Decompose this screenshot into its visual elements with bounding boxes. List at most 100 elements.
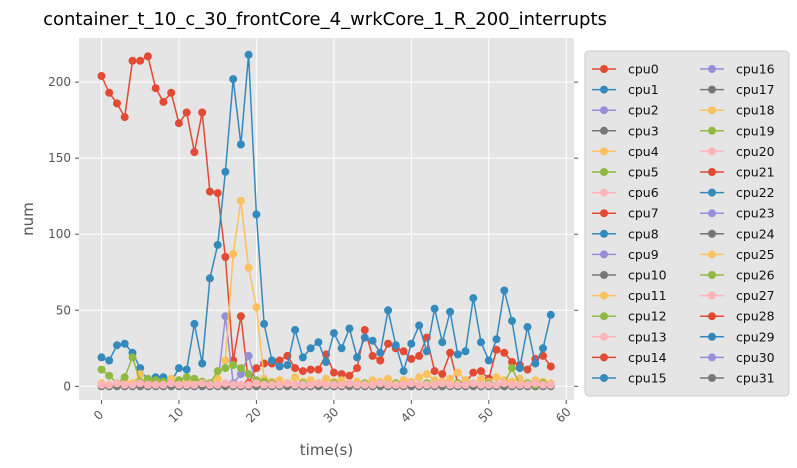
data-point <box>198 359 207 368</box>
legend-marker <box>708 65 716 73</box>
data-point <box>275 380 284 389</box>
legend-label: cpu27 <box>736 288 775 303</box>
data-point <box>477 367 485 376</box>
data-point <box>213 374 222 383</box>
legend-marker <box>708 126 716 135</box>
data-point <box>422 370 431 379</box>
legend-item-cpu2: cpu2 <box>592 103 659 118</box>
legend-label: cpu3 <box>628 123 659 138</box>
legend-item-cpu15: cpu15 <box>592 371 667 386</box>
data-point <box>298 353 307 362</box>
legend-label: cpu11 <box>628 288 667 303</box>
data-point <box>446 374 455 383</box>
data-point <box>229 380 238 389</box>
data-point <box>167 88 176 97</box>
data-point <box>438 370 447 379</box>
data-point <box>337 344 346 353</box>
legend-label: cpu30 <box>736 350 775 365</box>
data-point <box>360 333 369 342</box>
data-point <box>190 374 199 383</box>
legend-marker <box>600 147 608 156</box>
data-point <box>291 364 300 373</box>
data-point <box>322 374 331 383</box>
legend-item-cpu4: cpu4 <box>592 144 659 159</box>
data-point <box>546 380 555 389</box>
data-point <box>236 364 245 373</box>
data-point <box>260 359 269 368</box>
data-point <box>252 364 261 373</box>
data-point <box>446 307 455 316</box>
legend-label: cpu23 <box>736 206 775 221</box>
legend-label: cpu2 <box>628 103 659 118</box>
data-point <box>97 353 106 362</box>
series-cpu6 <box>97 379 555 389</box>
data-point <box>190 319 199 328</box>
data-point <box>221 167 230 176</box>
data-point <box>267 356 276 365</box>
data-point <box>260 380 269 389</box>
data-point <box>492 335 501 344</box>
data-point <box>198 108 207 117</box>
data-point <box>322 380 331 389</box>
data-point <box>244 263 253 272</box>
legend-marker <box>708 209 716 218</box>
data-point <box>113 99 121 108</box>
legend-label: cpu19 <box>736 123 775 138</box>
legend-marker <box>708 147 716 156</box>
legend-item-cpu14: cpu14 <box>592 350 667 365</box>
data-point <box>523 323 532 331</box>
data-point <box>368 336 377 345</box>
legend-marker <box>600 332 608 341</box>
data-point <box>291 380 300 389</box>
data-point <box>415 373 424 382</box>
legend-marker <box>600 126 608 135</box>
data-point <box>306 365 315 374</box>
x-tick-label: 10 <box>166 405 187 426</box>
data-point <box>322 358 331 366</box>
data-point <box>120 373 129 382</box>
series-group <box>97 50 555 391</box>
data-point <box>539 380 547 389</box>
data-point <box>508 380 516 389</box>
y-axis-label: num <box>19 202 37 236</box>
legend-label: cpu24 <box>736 226 775 241</box>
data-point <box>275 356 284 365</box>
data-point <box>252 303 261 312</box>
data-point <box>174 364 183 373</box>
data-point <box>105 88 114 97</box>
data-point <box>236 380 245 389</box>
data-point <box>376 348 385 357</box>
legend-item-cpu11: cpu11 <box>592 288 667 303</box>
legend-marker <box>600 188 608 197</box>
data-point <box>159 380 168 389</box>
data-point <box>453 368 462 377</box>
data-point <box>407 379 416 388</box>
data-point <box>213 189 222 198</box>
data-point <box>182 373 191 382</box>
legend-label: cpu1 <box>628 82 659 97</box>
legend-marker <box>708 312 716 321</box>
data-point <box>291 373 300 382</box>
data-point <box>492 373 501 382</box>
legend-marker <box>708 168 716 176</box>
data-point <box>453 380 462 389</box>
x-axis-label: time(s) <box>300 441 353 459</box>
legend-label: cpu29 <box>736 329 775 344</box>
legend-item-cpu24: cpu24 <box>700 226 775 241</box>
data-point <box>275 362 284 371</box>
data-point <box>368 351 377 360</box>
data-point <box>508 364 516 373</box>
legend-item-cpu22: cpu22 <box>700 185 775 200</box>
data-point <box>213 380 222 389</box>
data-point <box>182 108 191 117</box>
data-point <box>477 338 485 347</box>
legend-label: cpu7 <box>628 206 659 221</box>
chart-title: container_t_10_c_30_frontCore_4_wrkCore_… <box>43 9 607 30</box>
legend-marker <box>600 291 608 300</box>
y-axis: 0 50 100 150 200 <box>48 75 578 393</box>
data-point <box>368 380 377 389</box>
data-point <box>105 371 114 380</box>
legend-label: cpu21 <box>736 165 775 180</box>
data-point <box>438 338 447 347</box>
data-point <box>236 196 245 205</box>
